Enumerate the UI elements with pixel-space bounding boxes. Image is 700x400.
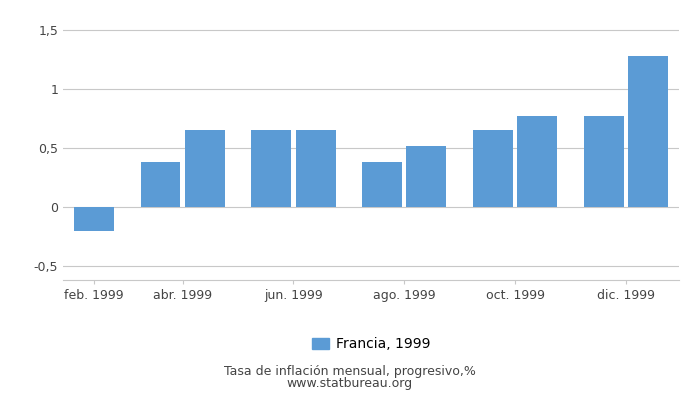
- Bar: [185, 130, 225, 207]
- Text: www.statbureau.org: www.statbureau.org: [287, 377, 413, 390]
- Bar: [251, 130, 291, 207]
- Legend: Francia, 1999: Francia, 1999: [307, 332, 435, 357]
- Text: Tasa de inflación mensual, progresivo,%: Tasa de inflación mensual, progresivo,%: [224, 365, 476, 378]
- Bar: [407, 146, 447, 207]
- Bar: [517, 116, 557, 207]
- Bar: [362, 162, 402, 207]
- Bar: [141, 162, 181, 207]
- Bar: [74, 207, 114, 230]
- Bar: [473, 130, 513, 207]
- Bar: [295, 130, 335, 207]
- Bar: [628, 56, 668, 207]
- Bar: [584, 116, 624, 207]
